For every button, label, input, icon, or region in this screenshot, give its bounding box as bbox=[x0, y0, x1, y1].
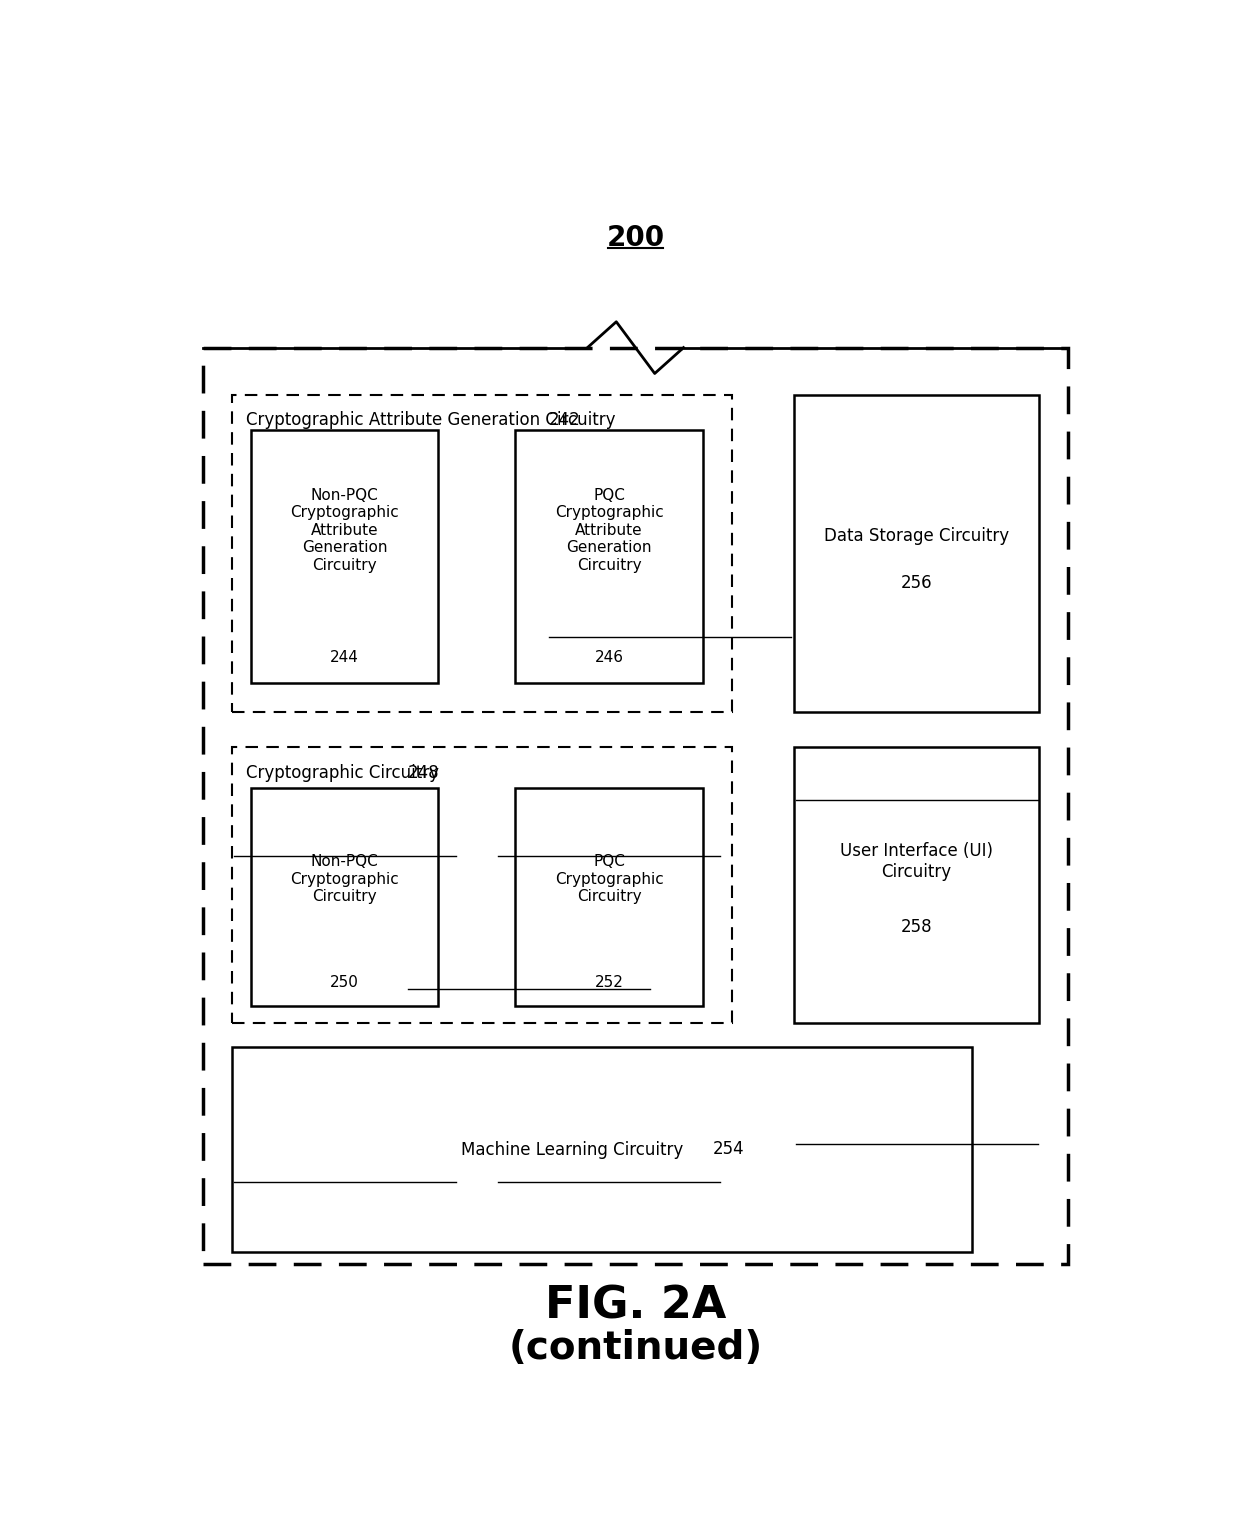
Bar bbox=[232, 748, 732, 1024]
Bar bbox=[250, 430, 439, 682]
Text: Data Storage Circuitry: Data Storage Circuitry bbox=[825, 526, 1009, 545]
Text: PQC
Cryptographic
Circuitry: PQC Cryptographic Circuitry bbox=[554, 855, 663, 905]
Text: (continued): (continued) bbox=[508, 1329, 763, 1367]
Bar bbox=[794, 748, 1039, 1024]
Text: 246: 246 bbox=[594, 650, 624, 665]
Text: User Interface (UI)
Circuitry: User Interface (UI) Circuitry bbox=[839, 842, 993, 881]
Text: FIG. 2A: FIG. 2A bbox=[544, 1283, 727, 1328]
Text: Non-PQC
Cryptographic
Circuitry: Non-PQC Cryptographic Circuitry bbox=[290, 855, 399, 905]
Bar bbox=[232, 395, 732, 711]
Text: Non-PQC
Cryptographic
Attribute
Generation
Circuitry: Non-PQC Cryptographic Attribute Generati… bbox=[290, 488, 399, 572]
Bar bbox=[250, 789, 439, 1006]
Text: 258: 258 bbox=[900, 919, 932, 935]
Text: 244: 244 bbox=[330, 650, 360, 665]
Text: Cryptographic Attribute Generation Circuitry: Cryptographic Attribute Generation Circu… bbox=[247, 410, 626, 429]
Bar bbox=[794, 395, 1039, 711]
Bar bbox=[232, 1047, 972, 1253]
Text: Machine Learning Circuitry: Machine Learning Circuitry bbox=[461, 1140, 694, 1158]
Text: 248: 248 bbox=[408, 763, 439, 781]
Text: 252: 252 bbox=[595, 975, 624, 990]
Text: 254: 254 bbox=[713, 1140, 744, 1158]
Bar bbox=[203, 348, 1068, 1264]
Text: Cryptographic Circuitry: Cryptographic Circuitry bbox=[247, 763, 450, 781]
Bar bbox=[516, 430, 703, 682]
Text: 200: 200 bbox=[606, 224, 665, 252]
Text: PQC
Cryptographic
Attribute
Generation
Circuitry: PQC Cryptographic Attribute Generation C… bbox=[554, 488, 663, 572]
Text: 242: 242 bbox=[549, 410, 580, 429]
Text: 250: 250 bbox=[330, 975, 360, 990]
Text: 256: 256 bbox=[900, 574, 932, 592]
Bar bbox=[516, 789, 703, 1006]
